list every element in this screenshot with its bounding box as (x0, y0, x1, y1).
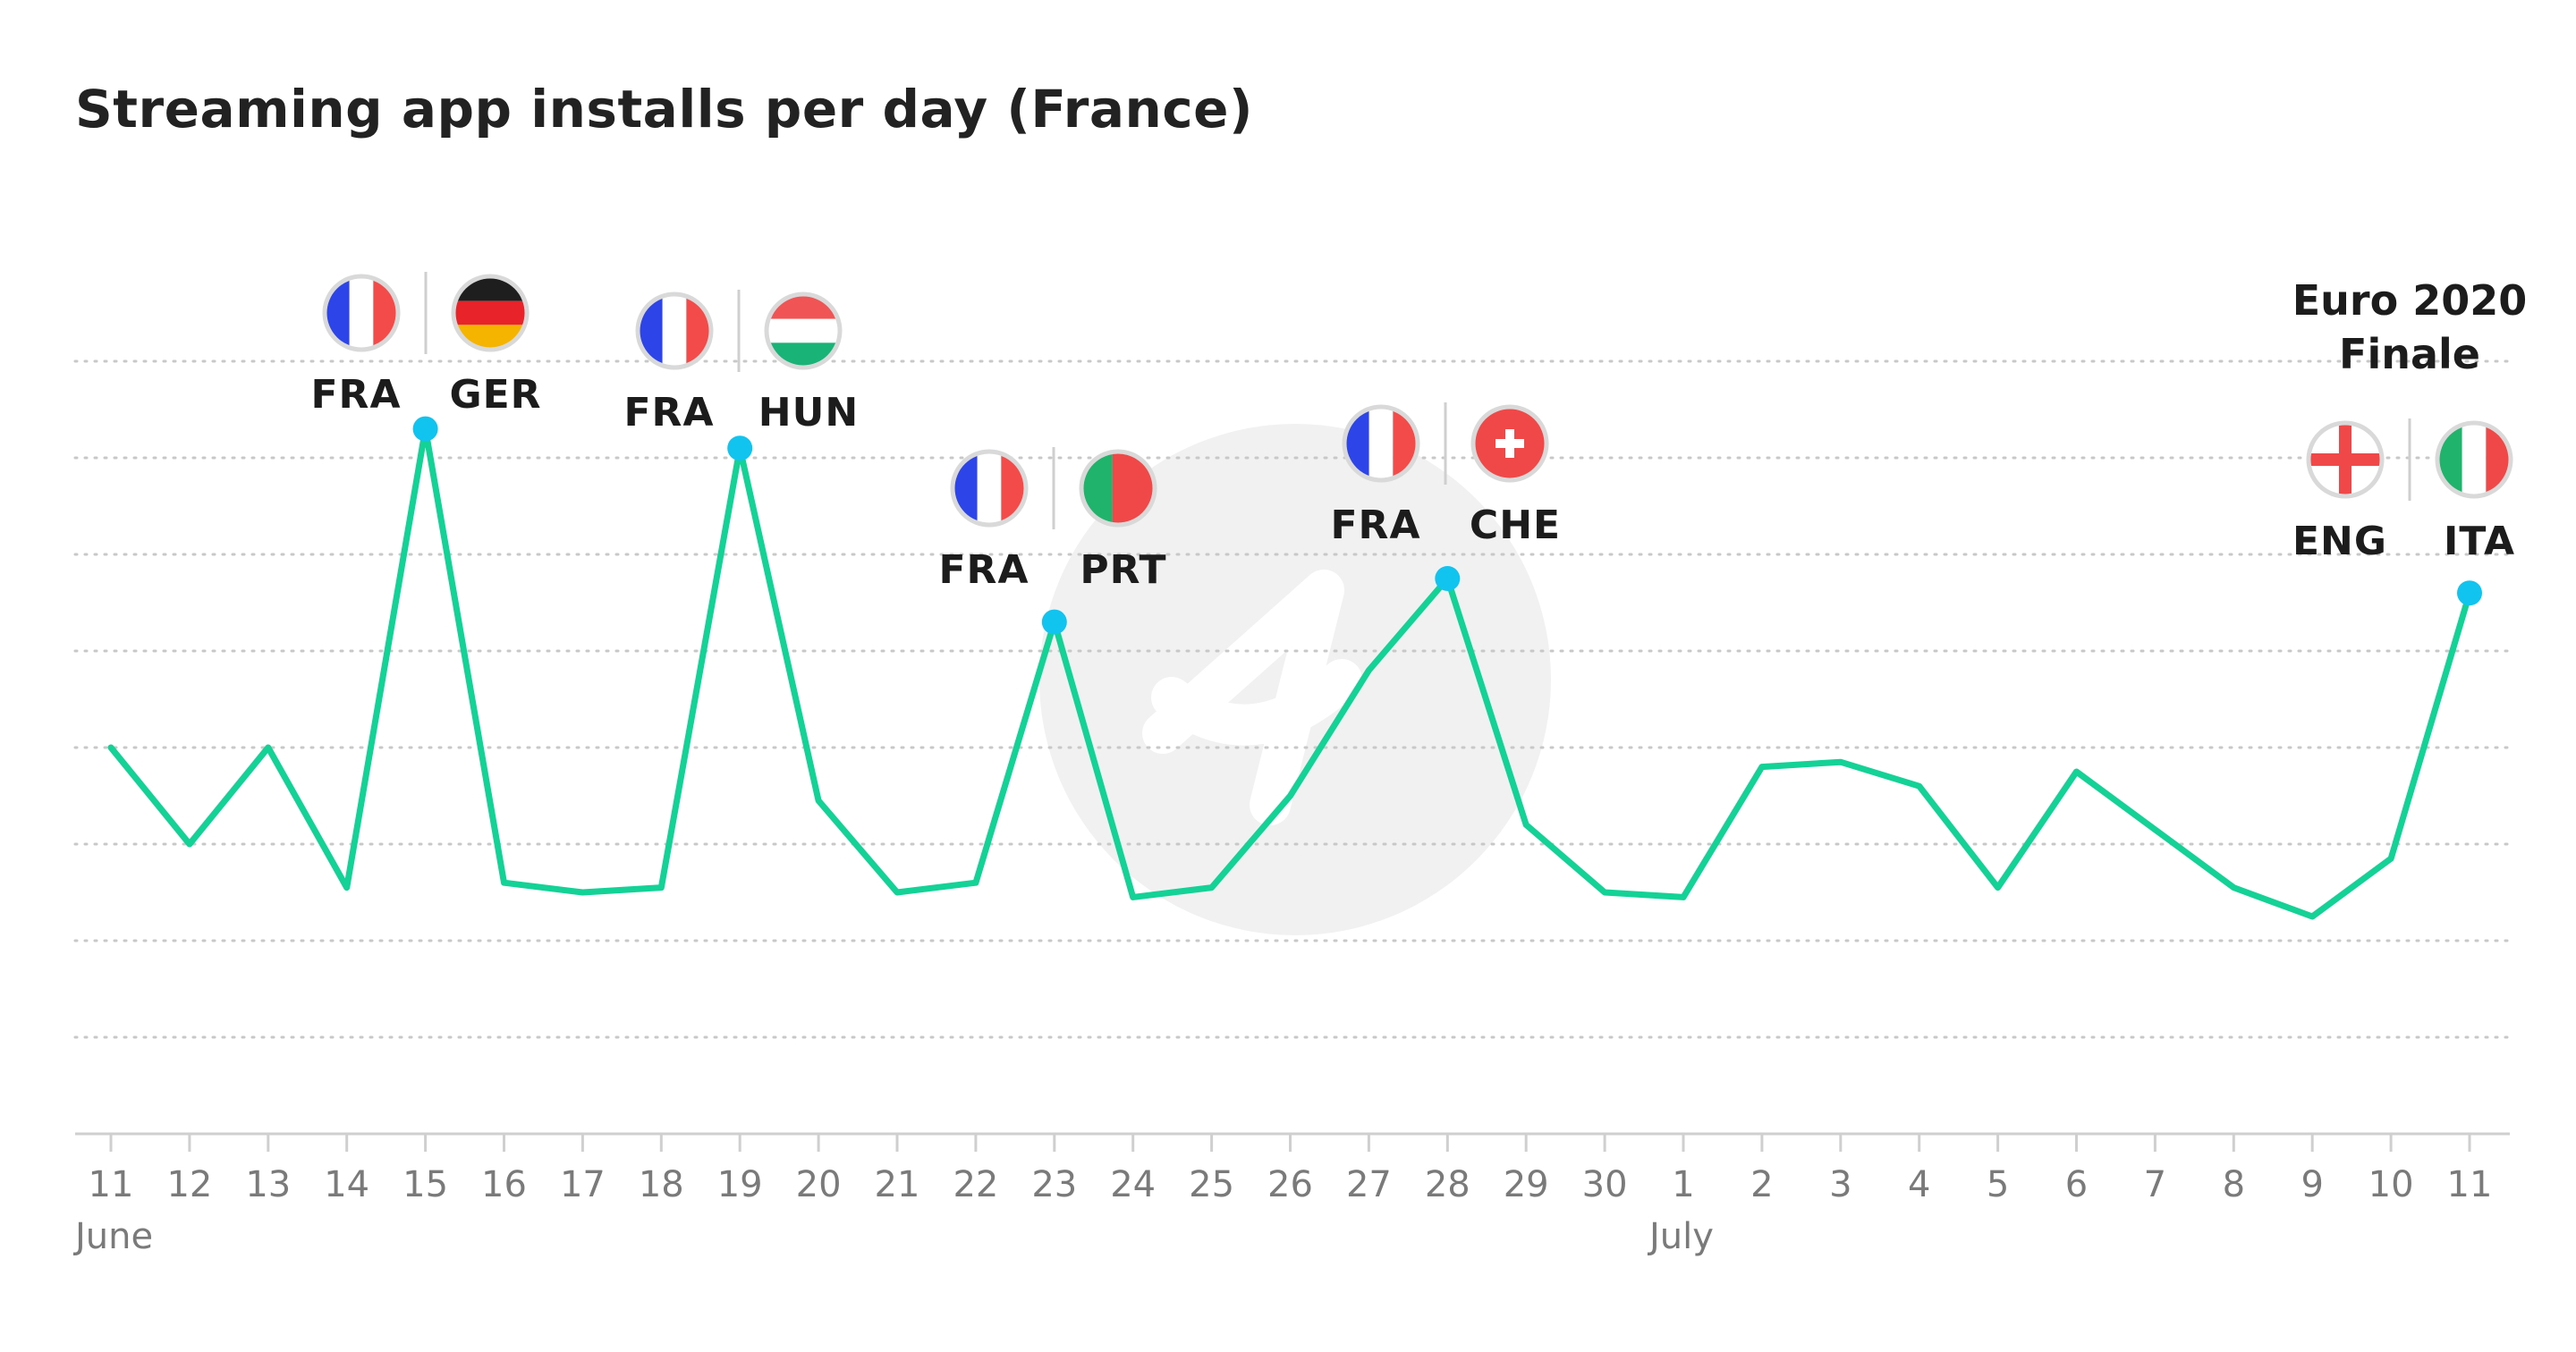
chart-title: Streaming app installs per day (France) (75, 79, 1253, 139)
x-tick-label: 29 (1504, 1164, 1549, 1205)
england-flag-icon (2306, 420, 2385, 499)
x-tick-label: 22 (953, 1164, 998, 1205)
match-point (727, 435, 753, 461)
x-tick-label: 26 (1267, 1164, 1313, 1205)
france-flag-icon (950, 449, 1029, 528)
event-label: Euro 2020 (2292, 276, 2528, 325)
hungary-flag-icon (764, 292, 843, 370)
x-tick-label: 6 (2065, 1164, 2088, 1205)
x-tick-label: 16 (481, 1164, 527, 1205)
annotation-fra-prt: FRA PRT (939, 447, 1166, 593)
x-tick-label: 1 (1672, 1164, 1694, 1205)
team-label: ITA (2444, 519, 2515, 564)
x-tick-label: 23 (1031, 1164, 1077, 1205)
annotation-eng-ita: ENG ITA Euro 2020 Finale (2292, 276, 2528, 564)
team-label: FRA (624, 390, 715, 435)
x-tick-label: 19 (717, 1164, 763, 1205)
flag-border (2435, 420, 2513, 499)
flag-border (635, 292, 714, 370)
team-label: FRA (939, 547, 1030, 593)
match-point (2457, 580, 2482, 606)
annotation-fra-hun: FRA HUN (624, 290, 859, 435)
flag-border (764, 292, 843, 370)
team-label: PRT (1080, 547, 1166, 593)
match-point (1435, 566, 1461, 591)
x-tick-label: 2 (1750, 1164, 1773, 1205)
x-tick-label: 30 (1582, 1164, 1628, 1205)
x-tick-label: 12 (166, 1164, 212, 1205)
x-tick-label: 10 (2368, 1164, 2414, 1205)
match-point (412, 416, 438, 442)
match-point (1041, 609, 1067, 635)
flag-border (1079, 449, 1157, 528)
france-flag-icon (322, 274, 401, 352)
watermark-glyph (1142, 570, 1362, 825)
team-label: CHE (1470, 503, 1561, 548)
switzerland-flag-icon (1470, 404, 1549, 483)
logo-watermark (1039, 424, 1551, 935)
x-tick-label: 11 (2447, 1164, 2493, 1205)
x-tick-label: 7 (2144, 1164, 2166, 1205)
x-tick-label: 25 (1189, 1164, 1234, 1205)
flag-border (950, 449, 1029, 528)
x-tick-label: 28 (1425, 1164, 1470, 1205)
flag-border (1470, 404, 1549, 483)
flag-border (322, 274, 401, 352)
x-tick-label: 9 (2301, 1164, 2323, 1205)
x-tick-label: 13 (245, 1164, 291, 1205)
germany-flag-icon (451, 274, 530, 352)
series-line-path (107, 426, 2473, 920)
x-tick-label: 14 (324, 1164, 369, 1205)
x-tick-label: 5 (1987, 1164, 2009, 1205)
flag-border (2306, 420, 2385, 499)
annotation-fra-ger: FRA GER (311, 272, 541, 418)
month-label: June (72, 1216, 153, 1257)
series-line (107, 426, 2473, 920)
annotation-fra-che: FRA CHE (1331, 402, 1561, 548)
x-tick-label: 17 (560, 1164, 606, 1205)
x-tick-label: 3 (1829, 1164, 1852, 1205)
match-annotations: FRA GER FRA HUN FRA PRT FRA CHE ENG ITA Euro 2020 F… (311, 272, 2528, 593)
portugal-flag-icon (1079, 449, 1157, 528)
team-label: HUN (758, 390, 859, 435)
flag-border (451, 274, 530, 352)
event-label: Finale (2339, 330, 2480, 378)
team-label: FRA (311, 372, 402, 418)
x-tick-label: 15 (402, 1164, 448, 1205)
month-label: July (1647, 1216, 1714, 1257)
france-flag-icon (635, 292, 714, 370)
team-label: ENG (2292, 519, 2387, 564)
x-axis: 11 12 13 14 15 16 17 18 19 20 21 22 23 24 25 26 27 28 29 30… (72, 1132, 2510, 1257)
france-flag-icon (1342, 404, 1420, 483)
x-tick-label: 24 (1110, 1164, 1156, 1205)
team-label: FRA (1331, 503, 1421, 548)
team-label: GER (449, 372, 541, 418)
x-tick-label: 27 (1346, 1164, 1392, 1205)
italy-flag-icon (2435, 420, 2513, 499)
x-tick-label: 18 (639, 1164, 684, 1205)
match-markers (412, 416, 2482, 635)
x-tick-label: 4 (1908, 1164, 1930, 1205)
x-tick-label: 11 (89, 1164, 134, 1205)
x-tick-label: 21 (875, 1164, 920, 1205)
x-tick-label: 20 (796, 1164, 842, 1205)
flag-border (1342, 404, 1420, 483)
x-tick-label: 8 (2223, 1164, 2245, 1205)
